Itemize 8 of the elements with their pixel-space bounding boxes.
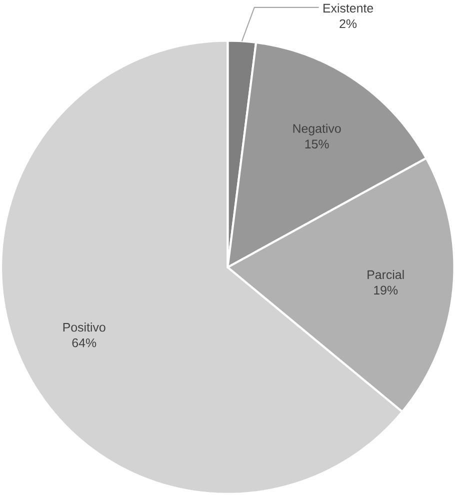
data-label: 64% <box>72 338 96 348</box>
slice-label: Negativo <box>293 124 341 136</box>
slice-label: Parcial <box>367 270 404 280</box>
slice-label: Positivo <box>63 322 106 332</box>
data-label: 2% <box>340 19 356 28</box>
slice-label: Existente <box>323 3 373 13</box>
data-label: 15% <box>305 140 329 148</box>
data-label: 19% <box>374 286 398 295</box>
